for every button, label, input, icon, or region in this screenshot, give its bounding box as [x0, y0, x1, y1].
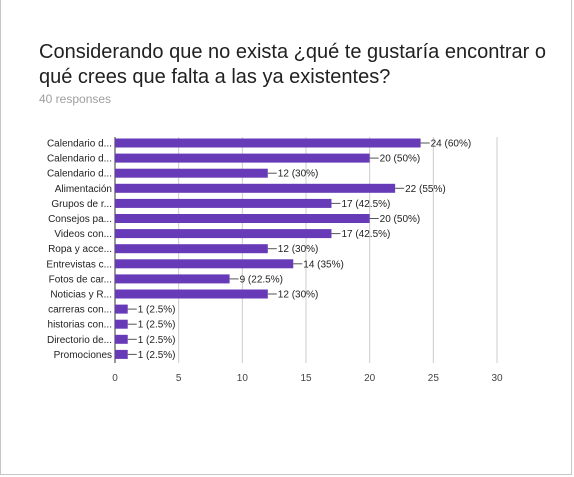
- value-label: 17 (42.5%): [341, 199, 390, 210]
- value-label: 1 (2.5%): [138, 320, 176, 331]
- x-tick-label: 15: [300, 373, 312, 384]
- category-label: historias con...: [48, 320, 112, 331]
- bar: [115, 198, 332, 208]
- bar: [115, 274, 230, 284]
- bar: [115, 319, 128, 329]
- value-label: 20 (50%): [380, 154, 421, 165]
- category-label: carreras con...: [48, 305, 112, 316]
- category-labels: Calendario d... Calendario d... Calendario…: [46, 139, 112, 361]
- category-label: Alimentación: [55, 184, 112, 195]
- bars: [115, 138, 421, 359]
- category-label: Promociones: [54, 350, 112, 361]
- bar: [115, 138, 421, 148]
- value-label: 12 (30%): [278, 244, 319, 255]
- bar: [115, 153, 370, 163]
- category-label: Entrevistas c...: [46, 259, 112, 270]
- value-labels: 24 (60%) 20 (50%) 12 (30%) 22 (55%) 17 (42.5…: [127, 139, 472, 361]
- question-title: Considerando que no exista ¿qué te gusta…: [39, 41, 546, 88]
- category-label: Calendario d...: [47, 139, 112, 150]
- x-tick-label: 30: [491, 373, 503, 384]
- category-label: Ropa y acce...: [48, 244, 112, 255]
- bar: [115, 244, 268, 254]
- value-label: 24 (60%): [431, 139, 472, 150]
- category-label: Grupos de r...: [51, 199, 112, 210]
- value-label: 17 (42.5%): [341, 229, 390, 240]
- bar: [115, 168, 268, 178]
- category-label: Noticias y R...: [50, 290, 112, 301]
- x-tick-label: 10: [237, 373, 249, 384]
- bar: [115, 349, 128, 359]
- value-label: 14 (35%): [303, 259, 344, 270]
- value-label: 12 (30%): [278, 169, 319, 180]
- value-label: 1 (2.5%): [138, 335, 176, 346]
- x-tick-label: 0: [112, 373, 118, 384]
- value-label: 1 (2.5%): [138, 350, 176, 361]
- category-label: Videos con...: [54, 229, 112, 240]
- value-label: 12 (30%): [278, 290, 319, 301]
- value-label: 20 (50%): [380, 214, 421, 225]
- x-tick-label: 5: [176, 373, 182, 384]
- value-label: 22 (55%): [405, 184, 446, 195]
- bar: [115, 259, 294, 269]
- x-axis-ticks: 0 5 10 15 20 25 30: [112, 373, 503, 384]
- bar: [115, 304, 128, 314]
- bar: [115, 214, 370, 223]
- value-label: 1 (2.5%): [138, 305, 176, 316]
- category-label: Directorio de...: [47, 335, 112, 346]
- bar: [115, 289, 268, 299]
- category-label: Fotos de car...: [49, 274, 112, 285]
- response-count: 40 responses: [39, 92, 112, 106]
- category-label: Consejos pa...: [48, 214, 112, 225]
- value-label: 9 (22.5%): [240, 274, 283, 285]
- bar: [115, 229, 332, 239]
- category-label: Calendario d...: [47, 169, 112, 180]
- bar: [115, 183, 396, 193]
- category-label: Calendario d...: [47, 154, 112, 165]
- x-tick-label: 25: [428, 373, 440, 384]
- x-tick-label: 20: [364, 373, 376, 384]
- bar: [115, 334, 128, 344]
